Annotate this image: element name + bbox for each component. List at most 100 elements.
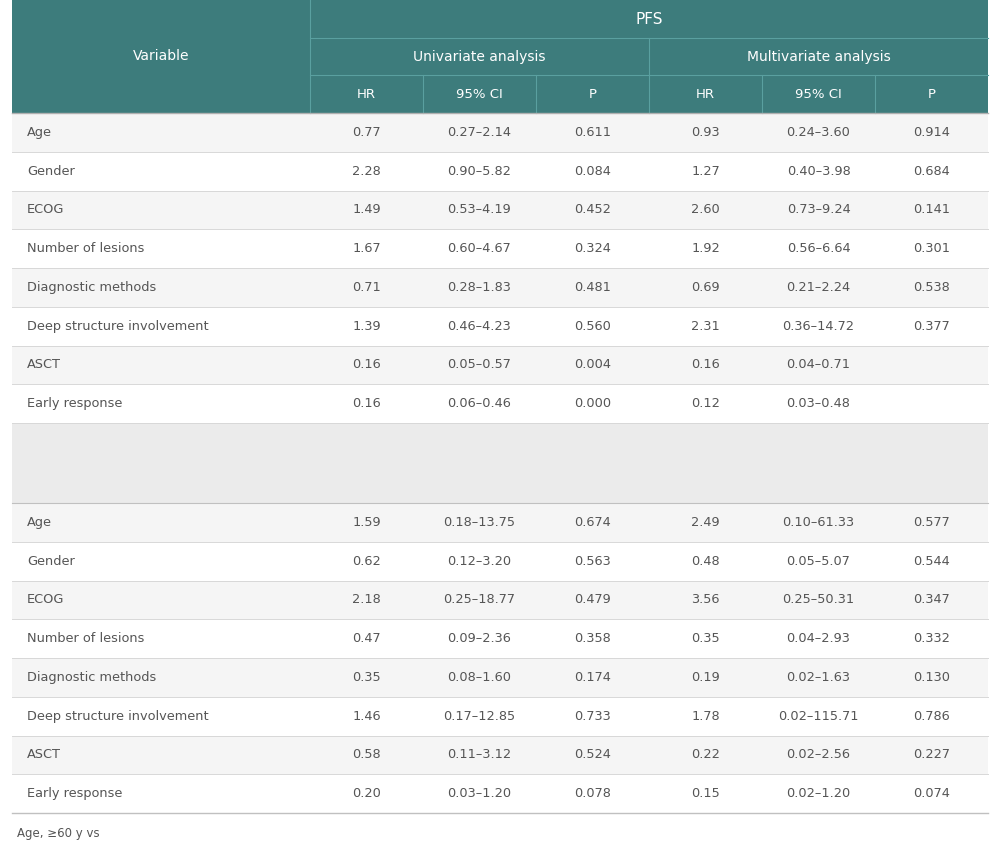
Text: Univariate analysis: Univariate analysis [413, 49, 546, 63]
Text: ECOG: ECOG [27, 594, 64, 607]
Bar [12, 0, 988, 38]
Text: 0.377: 0.377 [913, 319, 950, 332]
Text: 0.36–14.72: 0.36–14.72 [782, 319, 854, 332]
Text: PFS: PFS [635, 11, 663, 27]
Text: 0.358: 0.358 [574, 632, 611, 645]
Text: Number of lesions: Number of lesions [27, 242, 144, 255]
Text: 0.563: 0.563 [574, 555, 611, 568]
Text: 0.48: 0.48 [691, 555, 720, 568]
Text: 0.481: 0.481 [574, 281, 611, 294]
Text: 0.684: 0.684 [913, 165, 950, 178]
Text: 0.71: 0.71 [352, 281, 381, 294]
Text: 0.53–4.19: 0.53–4.19 [448, 203, 511, 216]
Text: Age, ≥60 y vs: Age, ≥60 y vs [17, 826, 100, 839]
Bar [310, 38, 988, 75]
Text: 0.301: 0.301 [913, 242, 950, 255]
Text: Diagnostic methods: Diagnostic methods [27, 281, 156, 294]
Text: 95% CI: 95% CI [456, 88, 503, 101]
Bar [12, 268, 988, 306]
Bar [12, 385, 988, 423]
Text: 0.05–0.57: 0.05–0.57 [448, 358, 511, 372]
Text: 0.77: 0.77 [352, 126, 381, 139]
Text: 0.16: 0.16 [691, 358, 720, 372]
Text: 0.56–6.64: 0.56–6.64 [787, 242, 850, 255]
Bar [12, 152, 988, 190]
Text: 2.31: 2.31 [691, 319, 720, 332]
Text: Early response: Early response [27, 398, 122, 410]
Text: 0.02–1.20: 0.02–1.20 [786, 787, 851, 800]
Text: 0.02–2.56: 0.02–2.56 [786, 748, 850, 761]
Text: 0.60–4.67: 0.60–4.67 [448, 242, 511, 255]
Text: 0.35: 0.35 [352, 671, 381, 684]
Text: 0.90–5.82: 0.90–5.82 [448, 165, 511, 178]
Text: Multivariate analysis: Multivariate analysis [747, 49, 890, 63]
Text: 0.733: 0.733 [574, 710, 611, 723]
Text: 0.22: 0.22 [691, 748, 720, 761]
Text: Deep structure involvement: Deep structure involvement [27, 319, 209, 332]
Text: 95% CI: 95% CI [795, 88, 842, 101]
Text: 0.524: 0.524 [574, 748, 611, 761]
Text: 0.62: 0.62 [352, 555, 381, 568]
Text: 0.58: 0.58 [352, 748, 381, 761]
Text: 2.49: 2.49 [691, 516, 720, 529]
Bar [12, 542, 988, 581]
Text: 0.35: 0.35 [691, 632, 720, 645]
Text: 0.73–9.24: 0.73–9.24 [787, 203, 850, 216]
Text: 0.078: 0.078 [574, 787, 611, 800]
Bar [12, 697, 988, 735]
Text: P: P [588, 88, 596, 101]
Text: 1.27: 1.27 [691, 165, 720, 178]
Text: 0.084: 0.084 [574, 165, 611, 178]
Text: 0.074: 0.074 [913, 787, 950, 800]
Text: 0.04–0.71: 0.04–0.71 [786, 358, 850, 372]
Bar [12, 229, 988, 268]
Text: 1.67: 1.67 [352, 242, 381, 255]
Text: 0.19: 0.19 [691, 671, 720, 684]
Text: 1.49: 1.49 [352, 203, 381, 216]
Text: 1.39: 1.39 [352, 319, 381, 332]
Text: 0.46–4.23: 0.46–4.23 [448, 319, 511, 332]
Text: 1.46: 1.46 [352, 710, 381, 723]
Text: 0.69: 0.69 [691, 281, 720, 294]
Bar [12, 503, 988, 542]
Bar [12, 345, 988, 385]
Text: 2.18: 2.18 [352, 594, 381, 607]
Text: 0.10–61.33: 0.10–61.33 [782, 516, 855, 529]
Text: 0.18–13.75: 0.18–13.75 [444, 516, 516, 529]
Text: 0.09–2.36: 0.09–2.36 [448, 632, 511, 645]
Text: 0.000: 0.000 [574, 398, 611, 410]
Text: 0.544: 0.544 [913, 555, 950, 568]
Bar [12, 658, 988, 697]
Text: 0.08–1.60: 0.08–1.60 [448, 671, 512, 684]
Text: 0.03–0.48: 0.03–0.48 [787, 398, 850, 410]
Bar [12, 113, 988, 152]
Text: 0.17–12.85: 0.17–12.85 [443, 710, 516, 723]
Text: 0.27–2.14: 0.27–2.14 [448, 126, 512, 139]
Text: 0.227: 0.227 [913, 748, 950, 761]
Text: HR: HR [357, 88, 376, 101]
Text: 0.11–3.12: 0.11–3.12 [447, 748, 512, 761]
Text: 0.674: 0.674 [574, 516, 611, 529]
Text: 0.47: 0.47 [352, 632, 381, 645]
Text: 0.786: 0.786 [913, 710, 950, 723]
Text: 0.02–115.71: 0.02–115.71 [778, 710, 859, 723]
Text: 0.324: 0.324 [574, 242, 611, 255]
Text: 0.15: 0.15 [691, 787, 720, 800]
Text: Gender: Gender [27, 555, 75, 568]
Text: 2.28: 2.28 [352, 165, 381, 178]
Text: 0.174: 0.174 [574, 671, 611, 684]
Bar [12, 190, 988, 229]
Text: 0.12–3.20: 0.12–3.20 [447, 555, 512, 568]
Text: 0.479: 0.479 [574, 594, 611, 607]
Text: 1.92: 1.92 [691, 242, 720, 255]
Bar [12, 774, 988, 813]
Text: 0.03–1.20: 0.03–1.20 [447, 787, 512, 800]
Text: 0.004: 0.004 [574, 358, 611, 372]
Text: 1.59: 1.59 [352, 516, 381, 529]
Text: 0.24–3.60: 0.24–3.60 [787, 126, 850, 139]
Text: Diagnostic methods: Diagnostic methods [27, 671, 156, 684]
Text: 0.21–2.24: 0.21–2.24 [786, 281, 851, 294]
Text: 1.78: 1.78 [691, 710, 720, 723]
Text: Age: Age [27, 126, 52, 139]
Text: 0.25–50.31: 0.25–50.31 [782, 594, 855, 607]
